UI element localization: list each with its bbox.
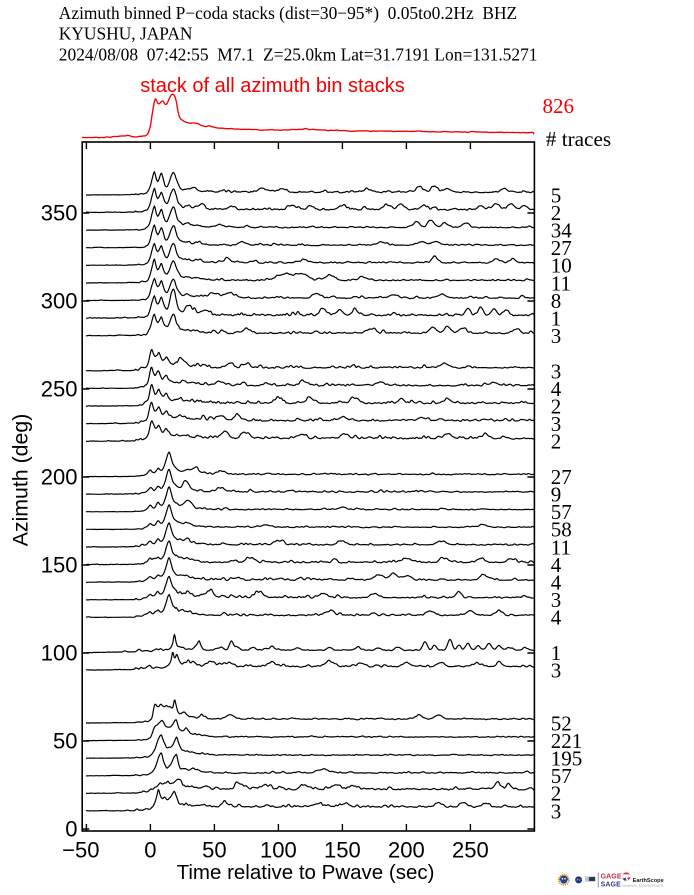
svg-text:27: 27 xyxy=(551,465,572,489)
svg-text:300: 300 xyxy=(41,288,78,313)
svg-text:KYUSHU, JAPAN: KYUSHU, JAPAN xyxy=(59,24,193,44)
svg-text:3: 3 xyxy=(551,412,562,436)
svg-text:3: 3 xyxy=(551,359,562,383)
svg-text:200: 200 xyxy=(41,464,78,489)
svg-text:3: 3 xyxy=(551,324,562,348)
svg-text:10: 10 xyxy=(551,254,572,278)
svg-text:2: 2 xyxy=(551,395,562,419)
svg-text:0: 0 xyxy=(65,816,77,841)
svg-text:−50: −50 xyxy=(62,838,99,863)
svg-text:# traces: # traces xyxy=(546,127,611,151)
svg-text:Operated by: Operated by xyxy=(622,884,638,888)
svg-text:11: 11 xyxy=(551,271,571,295)
svg-text:27: 27 xyxy=(551,236,572,260)
svg-text:100: 100 xyxy=(260,838,297,863)
svg-text:150: 150 xyxy=(41,552,78,577)
svg-text:2: 2 xyxy=(551,782,562,806)
svg-text:350: 350 xyxy=(41,200,78,225)
svg-text:200: 200 xyxy=(388,838,425,863)
svg-text:4: 4 xyxy=(551,377,562,401)
svg-text:2: 2 xyxy=(551,430,562,454)
svg-text:34: 34 xyxy=(551,219,573,243)
svg-text:GAGE: GAGE xyxy=(601,874,622,881)
svg-text:EarthScope: EarthScope xyxy=(633,878,664,884)
svg-text:50: 50 xyxy=(202,838,226,863)
svg-text:1: 1 xyxy=(551,307,562,331)
svg-text:5: 5 xyxy=(551,183,562,207)
svg-text:SAGE: SAGE xyxy=(601,881,621,888)
svg-text:826: 826 xyxy=(543,94,575,118)
svg-text:2024/08/08 07:42:55 M7.1 Z=: 2024/08/08 07:42:55 M7.1 Z=25.0km Lat=31… xyxy=(59,44,538,64)
svg-text:8: 8 xyxy=(551,289,562,313)
svg-text:58: 58 xyxy=(551,518,572,542)
svg-text:0: 0 xyxy=(144,838,156,863)
svg-text:100: 100 xyxy=(41,640,78,665)
svg-text:2: 2 xyxy=(551,201,562,225)
svg-text:4: 4 xyxy=(551,606,562,630)
svg-text:4: 4 xyxy=(551,571,562,595)
svg-text:57: 57 xyxy=(551,764,572,788)
svg-text:52: 52 xyxy=(551,711,572,735)
svg-text:250: 250 xyxy=(452,838,489,863)
svg-text:250: 250 xyxy=(41,376,78,401)
svg-text:4: 4 xyxy=(551,553,562,577)
svg-text:150: 150 xyxy=(324,838,361,863)
svg-text:9: 9 xyxy=(551,483,562,507)
svg-text:Consortium: Consortium xyxy=(639,883,664,889)
svg-text:50: 50 xyxy=(53,728,77,753)
svg-text:Azimuth binned P−coda stacks (: Azimuth binned P−coda stacks (dist=30−95… xyxy=(59,3,517,23)
svg-text:221: 221 xyxy=(551,729,583,753)
svg-text:11: 11 xyxy=(551,535,571,559)
svg-text:stack of all azimuth bin stack: stack of all azimuth bin stacks xyxy=(140,75,405,97)
svg-text:3: 3 xyxy=(551,659,562,683)
svg-text:3: 3 xyxy=(551,588,562,612)
svg-text:1: 1 xyxy=(551,641,562,665)
svg-text:195: 195 xyxy=(551,747,583,771)
svg-text:Azimuth (deg): Azimuth (deg) xyxy=(9,414,33,547)
svg-text:57: 57 xyxy=(551,500,572,524)
svg-text:Time relative to Pwave (sec): Time relative to Pwave (sec) xyxy=(177,861,435,884)
svg-text:3: 3 xyxy=(551,799,562,823)
